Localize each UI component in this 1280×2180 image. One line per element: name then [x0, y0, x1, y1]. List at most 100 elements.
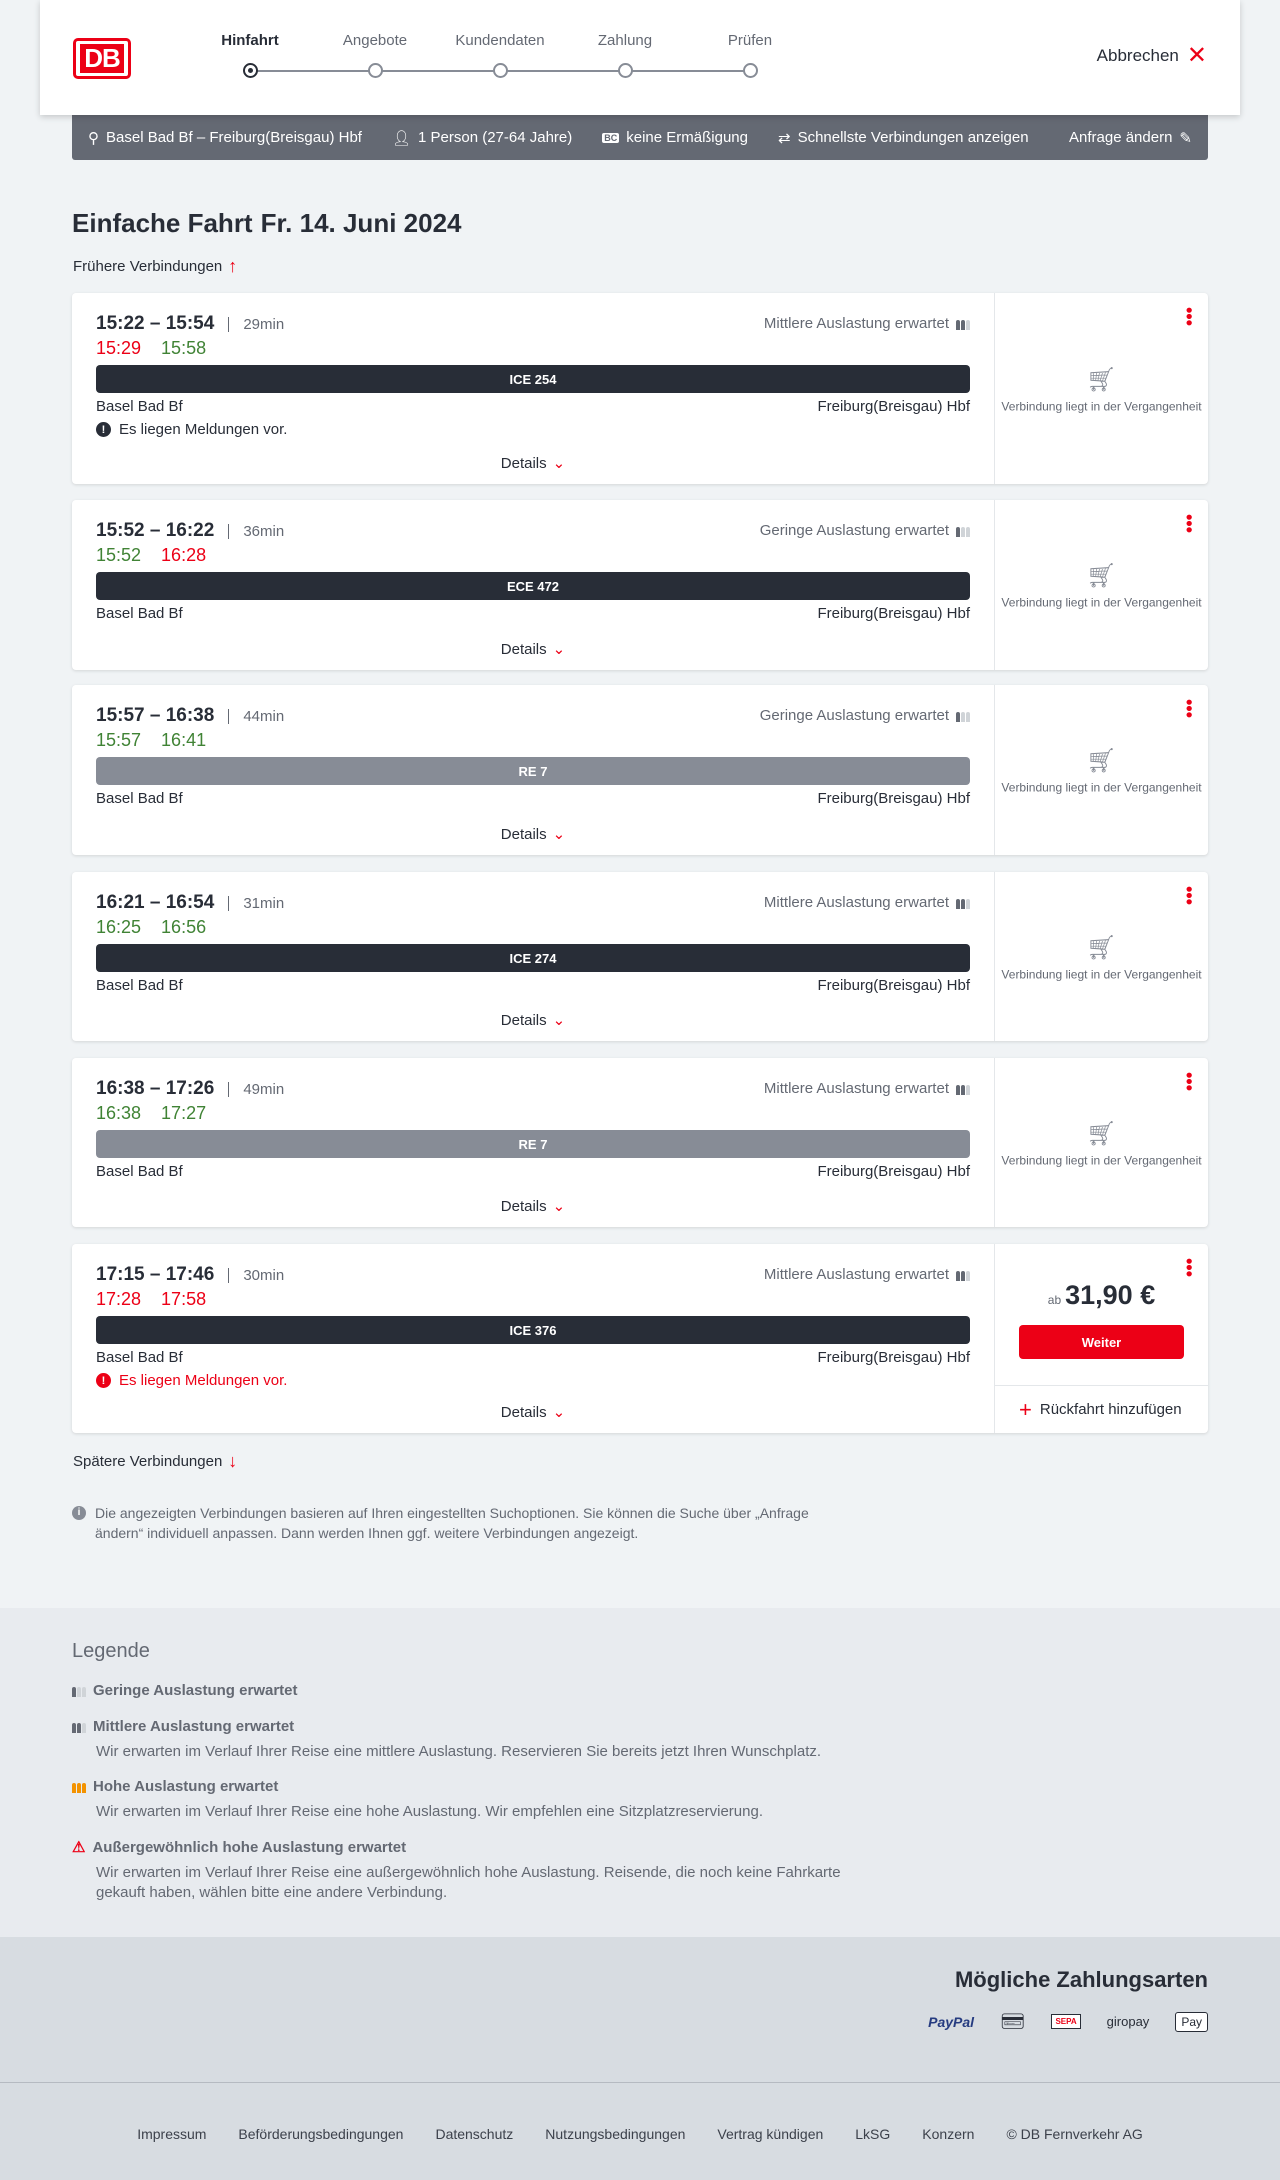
- connection-card: 16:38 – 17:26 49min Mittlere Auslastung er…: [72, 1058, 1208, 1227]
- more-options-icon[interactable]: •••: [1179, 1072, 1199, 1091]
- swap-arrows-icon: ⇄: [777, 129, 791, 147]
- past-label: Verbindung liegt in der Vergangenheit: [1001, 398, 1202, 413]
- step-angebote[interactable]: Angebote: [325, 32, 425, 78]
- plus-icon: +: [1019, 1396, 1032, 1422]
- offer-panel: ••• 🛒︎ Verbindung liegt in der Vergangenhe…: [994, 293, 1208, 484]
- more-options-icon[interactable]: •••: [1179, 699, 1199, 718]
- realtime-arrival: 16:41: [161, 730, 207, 750]
- train-bar[interactable]: ICE 254: [96, 365, 970, 393]
- step-kundendaten[interactable]: Kundendaten: [450, 32, 550, 78]
- details-toggle[interactable]: Details ⌄: [96, 1403, 970, 1421]
- later-connections-link[interactable]: Spätere Verbindungen ↓: [73, 1451, 238, 1471]
- change-request-button[interactable]: Anfrage ändern ✎: [1069, 129, 1192, 147]
- earlier-connections-link[interactable]: Frühere Verbindungen ↑: [73, 256, 238, 276]
- train-bar[interactable]: ICE 274: [96, 944, 970, 972]
- past-label: Verbindung liegt in der Vergangenheit: [1001, 595, 1202, 610]
- occupancy-icon: [72, 1685, 86, 1697]
- details-label: Details: [500, 641, 547, 658]
- details-toggle[interactable]: Details ⌄: [96, 454, 970, 472]
- more-options-icon[interactable]: •••: [1179, 307, 1199, 326]
- sepa-logo: SEPA: [1051, 2014, 1081, 2029]
- train-bar[interactable]: RE 7: [96, 757, 970, 785]
- search-summary-bar: ⚲ Basel Bad Bf – Freiburg(Breisgau) Hbf 👤…: [72, 115, 1208, 160]
- connection-details: 15:22 – 15:54 29min Mittlere Auslastung er…: [96, 293, 970, 484]
- departure-station: Basel Bad Bf: [96, 1349, 183, 1366]
- connection-times: 16:21 – 16:54 31min: [96, 892, 284, 914]
- duration: 49min: [228, 1081, 284, 1097]
- connection-card: 16:21 – 16:54 31min Mittlere Auslastung er…: [72, 872, 1208, 1041]
- arrival-station: Freiburg(Breisgau) Hbf: [817, 1163, 970, 1180]
- past-connection-notice: 🛒︎ Verbindung liegt in der Vergangenheit: [995, 749, 1208, 796]
- legend-item: Hohe Auslastung erwartet Wir erwarten im …: [72, 1778, 872, 1822]
- price-prefix: ab: [1047, 1293, 1062, 1307]
- add-return-trip-button[interactable]: + Rückfahrt hinzufügen: [995, 1385, 1208, 1433]
- realtime-times: 15:29 15:58: [96, 338, 206, 359]
- more-options-icon[interactable]: •••: [1179, 886, 1199, 905]
- footer-link[interactable]: LkSG: [855, 2125, 891, 2142]
- step-circle: [493, 63, 508, 78]
- legend-item-title: ⚠ Außergewöhnlich hohe Auslastung erwarte…: [72, 1838, 872, 1857]
- legend-section: Legende Geringe Auslastung erwartet Mittl…: [0, 1608, 1280, 1937]
- departure-station: Basel Bad Bf: [96, 605, 183, 622]
- duration: 29min: [228, 316, 284, 332]
- train-bar[interactable]: RE 7: [96, 1130, 970, 1158]
- realtime-departure: 15:57: [96, 730, 142, 750]
- db-logo[interactable]: DB: [73, 38, 131, 79]
- details-toggle[interactable]: Details ⌄: [96, 1011, 970, 1029]
- step-prüfen[interactable]: Prüfen: [700, 32, 800, 78]
- realtime-departure: 15:52: [96, 545, 142, 565]
- legend-title-text: Geringe Auslastung erwartet: [93, 1682, 298, 1699]
- train-bar[interactable]: ECE 472: [96, 572, 970, 600]
- cart-unavailable-icon: 🛒︎: [1086, 365, 1117, 393]
- chevron-down-icon: ⌄: [552, 1012, 566, 1029]
- footer-link[interactable]: Beförderungsbedingungen: [238, 2125, 404, 2142]
- offer-panel: ••• 🛒︎ Verbindung liegt in der Vergangenhe…: [994, 1058, 1208, 1227]
- departure-station: Basel Bad Bf: [96, 1163, 183, 1180]
- step-label: Kundendaten: [455, 32, 545, 49]
- messages-notice[interactable]: ! Es liegen Meldungen vor.: [96, 1372, 287, 1389]
- travel-date: Fr. 14. Juni 2024: [260, 208, 462, 238]
- train-bar[interactable]: ICE 376: [96, 1316, 970, 1344]
- duration: 36min: [228, 523, 284, 539]
- bahncard-icon: BC: [602, 132, 620, 143]
- continue-button[interactable]: Weiter: [1019, 1325, 1184, 1359]
- step-zahlung[interactable]: Zahlung: [575, 32, 675, 78]
- details-toggle[interactable]: Details ⌄: [96, 640, 970, 658]
- footer-link[interactable]: Impressum: [137, 2125, 207, 2142]
- connection-card: 15:22 – 15:54 29min Mittlere Auslastung er…: [72, 293, 1208, 484]
- realtime-departure: 16:38: [96, 1103, 142, 1123]
- messages-notice[interactable]: ! Es liegen Meldungen vor.: [96, 421, 287, 438]
- footer-link[interactable]: Datenschutz: [435, 2125, 514, 2142]
- occupancy-info: Mittlere Auslastung erwartet: [764, 1080, 970, 1097]
- connection-details: 16:38 – 17:26 49min Mittlere Auslastung er…: [96, 1058, 970, 1227]
- more-options-icon[interactable]: •••: [1179, 1258, 1199, 1277]
- footer-link[interactable]: Konzern: [922, 2125, 975, 2142]
- footer-link[interactable]: Nutzungsbedingungen: [545, 2125, 686, 2142]
- planned-times: 15:22 – 15:54: [96, 313, 215, 334]
- step-circle: [243, 63, 258, 78]
- legend-item-title: Geringe Auslastung erwartet: [72, 1682, 872, 1699]
- cart-unavailable-icon: 🛒︎: [1086, 933, 1117, 961]
- step-label: Zahlung: [597, 32, 653, 49]
- offer-panel: ••• 🛒︎ Verbindung liegt in der Vergangenhe…: [994, 685, 1208, 855]
- cancel-button[interactable]: Abbrechen ✕: [1096, 42, 1207, 69]
- cart-unavailable-icon: 🛒︎: [1086, 562, 1117, 590]
- legend-title-text: Außergewöhnlich hohe Auslastung erwartet: [92, 1838, 407, 1856]
- step-hinfahrt[interactable]: Hinfahrt: [200, 32, 300, 78]
- legend-item-title: Mittlere Auslastung erwartet: [72, 1718, 872, 1735]
- occupancy-icon: [72, 1721, 86, 1733]
- offer-panel: ••• 🛒︎ Verbindung liegt in der Vergangenhe…: [994, 872, 1208, 1041]
- apple-pay-logo: Pay: [1175, 2011, 1208, 2032]
- realtime-arrival: 15:58: [161, 338, 207, 358]
- details-toggle[interactable]: Details ⌄: [96, 825, 970, 843]
- occupancy-icon: [72, 1781, 86, 1793]
- realtime-arrival: 16:28: [161, 545, 207, 565]
- pencil-icon: ✎: [1179, 129, 1192, 147]
- footer-link[interactable]: Vertrag kündigen: [717, 2125, 824, 2142]
- occupancy-label: Geringe Auslastung erwartet: [759, 522, 949, 539]
- chevron-down-icon: ⌄: [552, 1404, 566, 1421]
- duration: 31min: [228, 895, 284, 911]
- details-toggle[interactable]: Details ⌄: [96, 1197, 970, 1215]
- more-options-icon[interactable]: •••: [1179, 514, 1199, 533]
- occupancy-icon: [956, 318, 970, 330]
